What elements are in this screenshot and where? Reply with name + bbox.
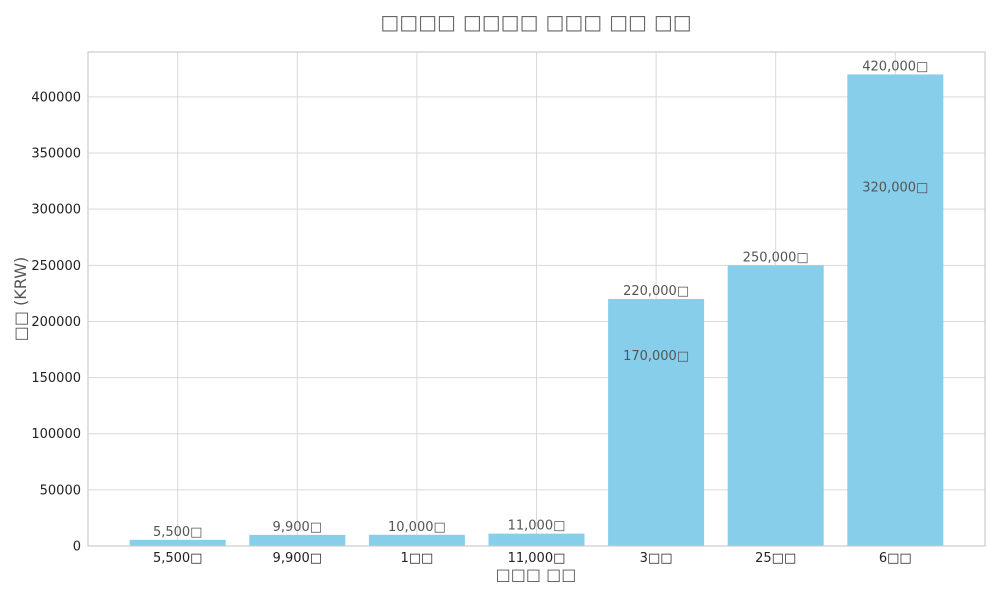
bar-value-label: 220,000□ <box>623 284 689 299</box>
plot-frame <box>87 51 986 547</box>
bar-value-label: 250,000□ <box>743 250 809 265</box>
y-tick-label: 350000 <box>31 147 81 162</box>
bar-layer <box>129 74 944 547</box>
y-tick-label: 300000 <box>31 203 81 218</box>
y-tick-label: 50000 <box>40 483 81 498</box>
label-layer: 0 50000 100000 150000 200000 250000 300000 3500… <box>31 59 928 566</box>
bar-secondary-label: 170,000□ <box>623 349 689 364</box>
x-tick-label: 1□□ <box>400 551 433 566</box>
bar-value-label: 11,000□ <box>508 519 566 534</box>
bar-value-label: 5,500□ <box>153 525 203 540</box>
bar-secondary-label: 320,000□ <box>862 181 928 196</box>
x-axis-label: □□□ □□ <box>496 565 577 584</box>
y-tick-label: 200000 <box>31 315 81 330</box>
x-tick-label: 11,000□ <box>508 551 566 566</box>
x-tick-label: 5,500□ <box>153 551 203 566</box>
bar-value-label: 9,900□ <box>273 520 323 535</box>
y-tick-label: 250000 <box>31 259 81 274</box>
bar <box>727 265 824 546</box>
y-axis-label: □□ (KRW) <box>11 257 30 342</box>
x-tick-label: 6□□ <box>879 551 912 566</box>
bar <box>608 299 705 546</box>
bar <box>847 74 944 547</box>
y-tick-label: 0 <box>73 540 81 555</box>
bar <box>249 534 346 546</box>
chart-title: □□□□ □□□□ □□□ □□ □□ <box>380 10 691 34</box>
x-tick-label: 25□□ <box>755 551 796 566</box>
bar-value-label: 420,000□ <box>862 59 928 74</box>
y-tick-label: 150000 <box>31 371 81 386</box>
bar-value-label: 10,000□ <box>388 520 446 535</box>
bar <box>368 534 465 546</box>
y-tick-label: 100000 <box>31 427 81 442</box>
bar <box>488 533 585 546</box>
y-tick-label: 400000 <box>31 90 81 105</box>
x-tick-label: 3□□ <box>640 551 673 566</box>
bar <box>129 539 226 546</box>
x-tick-label: 9,900□ <box>273 551 323 566</box>
